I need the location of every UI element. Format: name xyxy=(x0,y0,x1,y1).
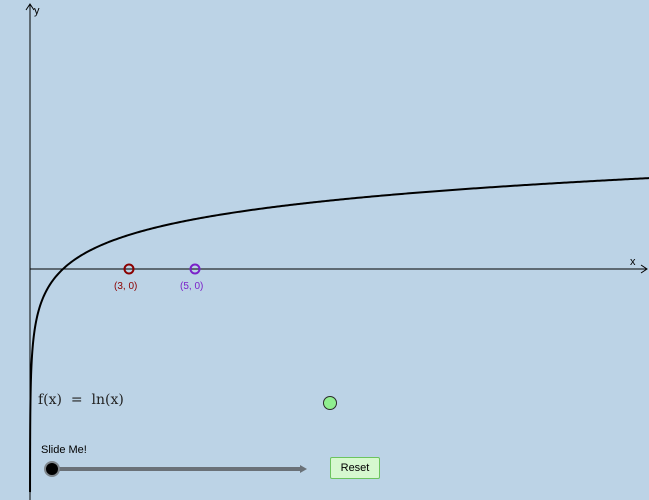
slider-arrow-icon xyxy=(300,465,307,473)
point-label: (5, 0) xyxy=(180,281,203,292)
function-label: f(x) = ln(x) xyxy=(38,392,124,408)
slider-track[interactable] xyxy=(52,467,302,471)
x-axis-label: x xyxy=(630,256,636,268)
reset-button[interactable]: Reset xyxy=(330,457,380,479)
slider-knob[interactable] xyxy=(44,461,60,477)
y-axis-label: y xyxy=(34,5,40,17)
point-marker[interactable] xyxy=(189,263,201,275)
point-marker[interactable] xyxy=(123,263,135,275)
function-curve[interactable] xyxy=(29,177,649,493)
toggle-point[interactable] xyxy=(323,396,337,410)
points-layer: (3, 0) (5, 0) xyxy=(114,263,203,292)
point-label: (3, 0) xyxy=(114,281,137,292)
slider-title: Slide Me! xyxy=(41,444,87,456)
x-axis xyxy=(30,264,648,274)
